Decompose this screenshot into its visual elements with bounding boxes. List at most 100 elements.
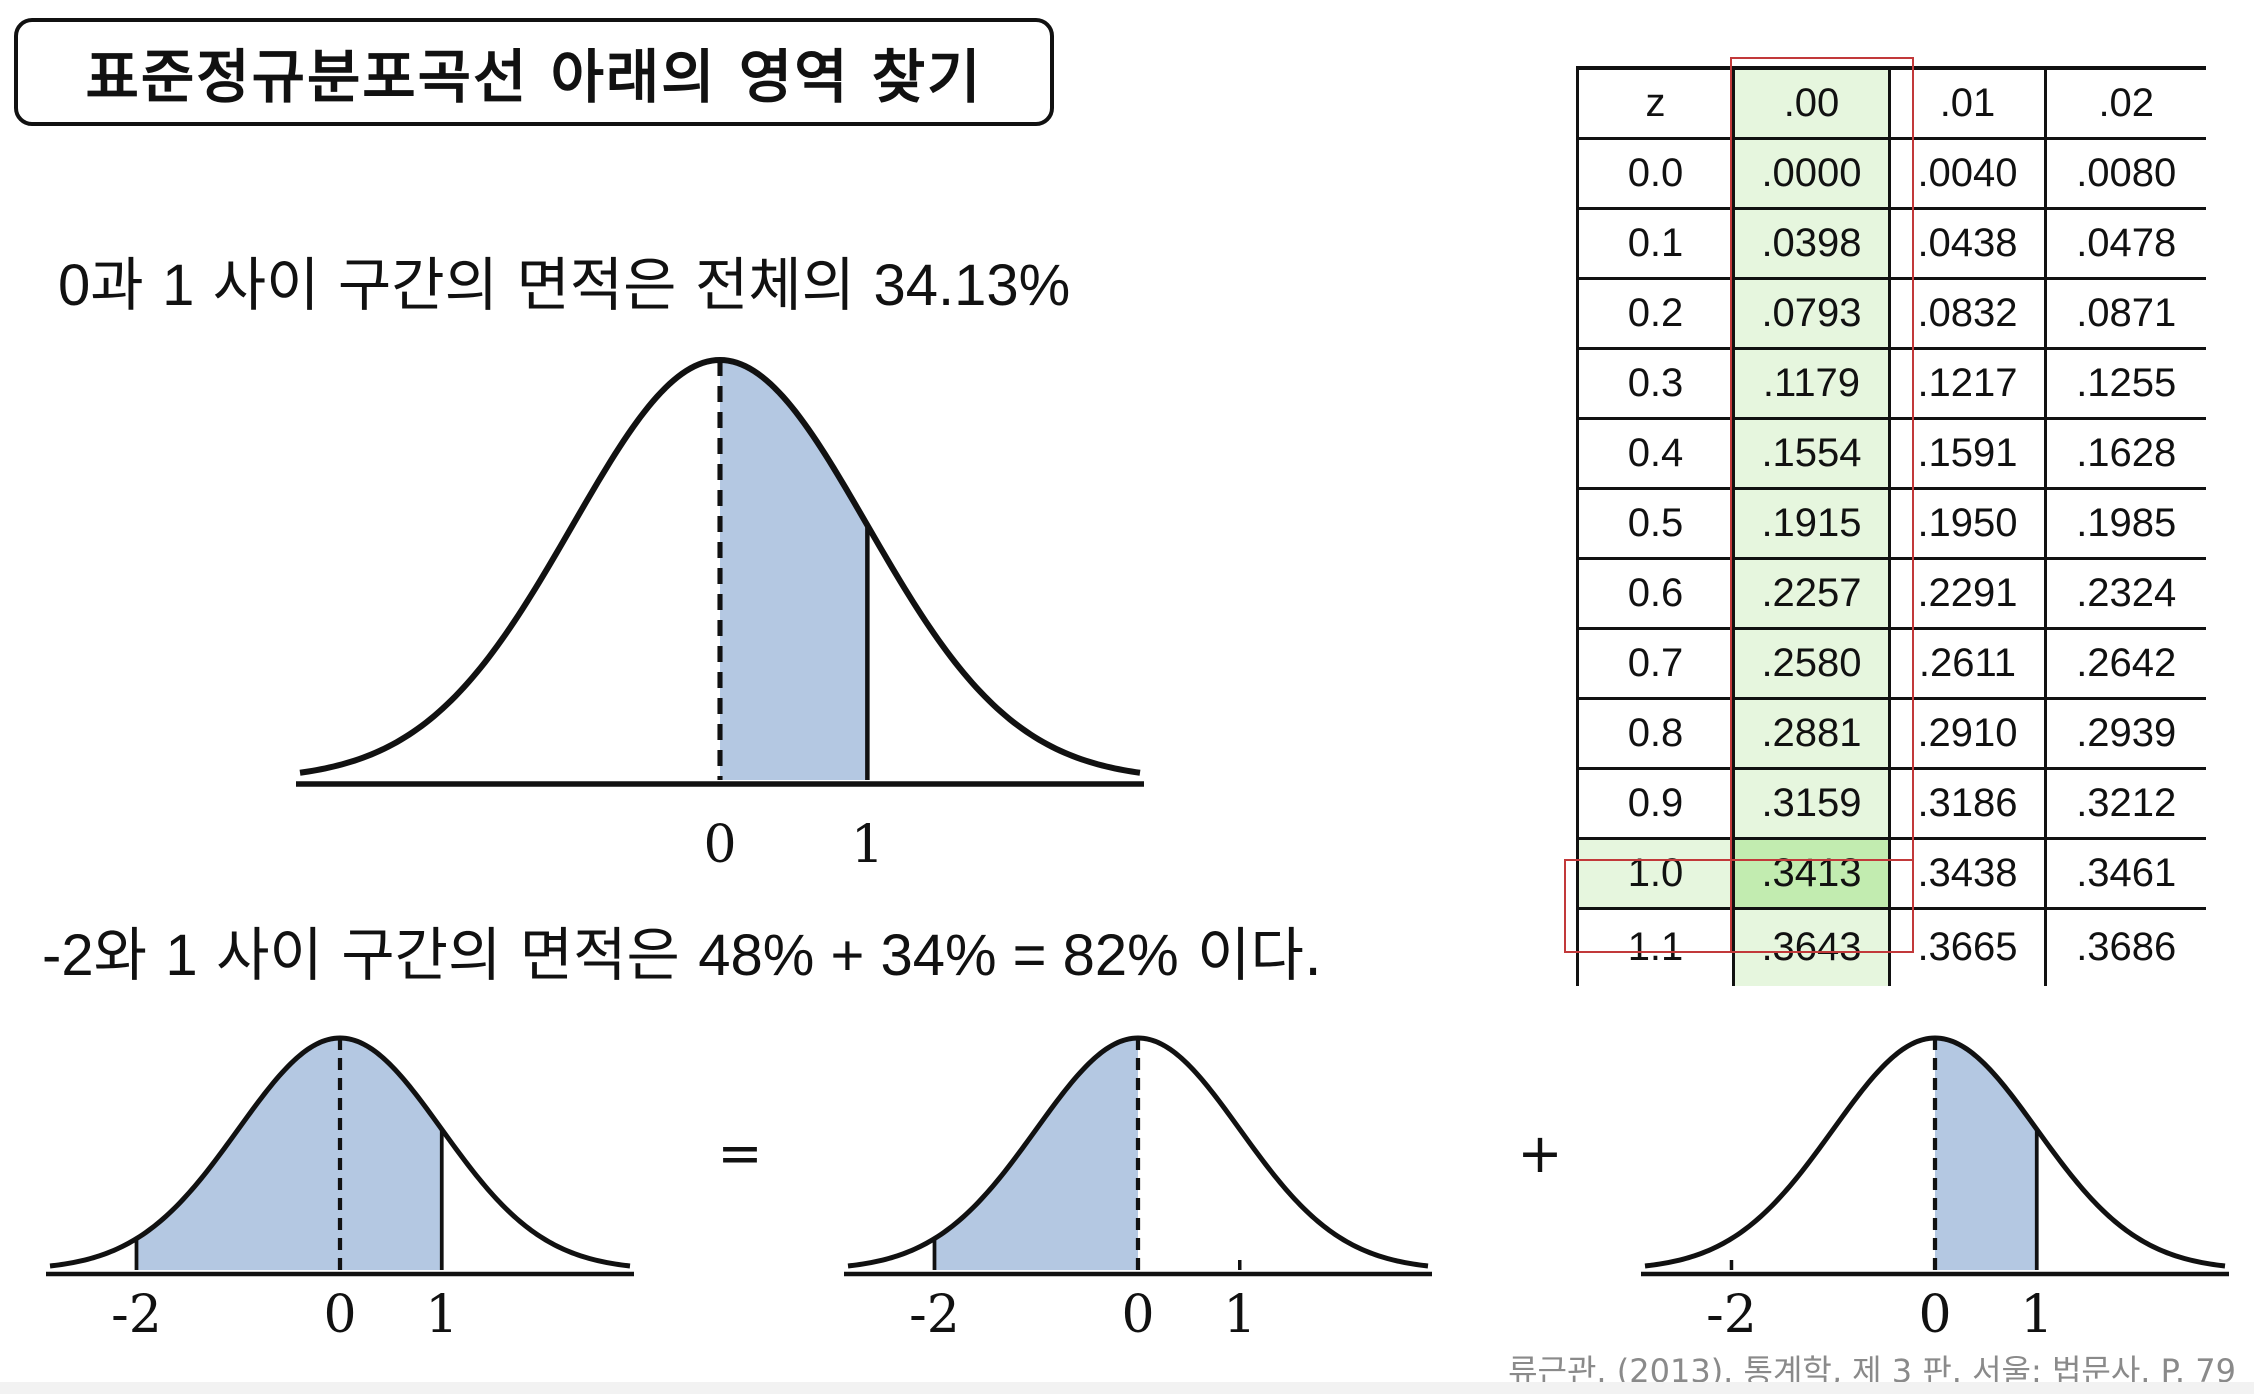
tick-label: 0 bbox=[1121, 1285, 1154, 1345]
tick-label: 0 bbox=[323, 1285, 356, 1345]
z-table-z-cell: 0.1 bbox=[1576, 206, 1735, 280]
statement2-num-c: 48% + 34% = 82% bbox=[698, 923, 1179, 988]
statement-area-0-to-1: 0과 1 사이 구간의 면적은 전체의 34.13% bbox=[58, 238, 1070, 322]
z-table-row: 1.0.3413.3438.3461 bbox=[1576, 836, 2206, 910]
tick-label: 1 bbox=[425, 1285, 458, 1345]
z-table-z-cell: 0.2 bbox=[1576, 276, 1735, 350]
z-table-row: 0.6.2257.2291.2324 bbox=[1576, 556, 2206, 630]
normal-curve-left: -2 0 1 bbox=[46, 1035, 634, 1345]
z-table-value-cell: .2939 bbox=[2044, 696, 2206, 770]
z-table-value-cell: .3461 bbox=[2044, 836, 2206, 910]
z-table-z-cell: 0.0 bbox=[1576, 136, 1735, 210]
z-table-z-cell: 0.3 bbox=[1576, 346, 1735, 420]
z-table-value-cell: .3438 bbox=[1888, 836, 2047, 910]
footer-strip bbox=[0, 1382, 2254, 1394]
z-table-value-cell: .3643 bbox=[1732, 906, 1891, 986]
z-table-z-cell: 0.4 bbox=[1576, 416, 1735, 490]
z-table-value-cell: .3686 bbox=[2044, 906, 2206, 986]
statement2-text-a: 와 bbox=[93, 921, 166, 989]
z-table-value-cell: .1628 bbox=[2044, 416, 2206, 490]
tick-label: -2 bbox=[111, 1285, 162, 1345]
z-table-value-cell: .2324 bbox=[2044, 556, 2206, 630]
tick-label: -2 bbox=[909, 1285, 960, 1345]
shaded-area bbox=[136, 1038, 442, 1270]
z-table-value-cell: .3413 bbox=[1732, 836, 1891, 910]
z-table-row: 0.2.0793.0832.0871 bbox=[1576, 276, 2206, 350]
z-table-row: 0.7.2580.2611.2642 bbox=[1576, 626, 2206, 700]
z-table-row: 0.5.1915.1950.1985 bbox=[1576, 486, 2206, 560]
z-table-value-cell: .3665 bbox=[1888, 906, 2047, 986]
plus-sign: + bbox=[1517, 1122, 1562, 1185]
z-table-value-cell: .2611 bbox=[1888, 626, 2047, 700]
z-table-value-cell: .2257 bbox=[1732, 556, 1891, 630]
z-table-header-cell: .02 bbox=[2044, 66, 2206, 140]
z-table-row: 1.1.3643.3665.3686 bbox=[1576, 906, 2206, 986]
z-table-value-cell: .2580 bbox=[1732, 626, 1891, 700]
z-table-header-row: z .00.01.02 bbox=[1576, 66, 2206, 140]
statement1-num-c: 34.13% bbox=[873, 253, 1071, 318]
shaded-area bbox=[1935, 1038, 2037, 1270]
z-table-value-cell: .0832 bbox=[1888, 276, 2047, 350]
z-table-header-cell: .00 bbox=[1732, 66, 1891, 140]
z-table-row: 0.4.1554.1591.1628 bbox=[1576, 416, 2206, 490]
statement2-text-b: 사이 구간의 면적은 bbox=[197, 921, 699, 989]
tick-label: 1 bbox=[851, 815, 884, 875]
z-table-value-cell: .2881 bbox=[1732, 696, 1891, 770]
normal-curve-middle: -2 0 1 bbox=[844, 1035, 1432, 1345]
z-table-value-cell: .3212 bbox=[2044, 766, 2206, 840]
plus-operator: + bbox=[1517, 1122, 1562, 1185]
z-table-value-cell: .0080 bbox=[2044, 136, 2206, 210]
statement-area-neg2-to-1: -2와 1 사이 구간의 면적은 48% + 34% = 82% 이다. bbox=[42, 908, 1322, 992]
z-table-z-cell: 1.1 bbox=[1576, 906, 1735, 986]
z-table-value-cell: .1179 bbox=[1732, 346, 1891, 420]
z-table-grid: z .00.01.02 0.0.0000.0040.0080 0.1.0398.043… bbox=[1576, 66, 2206, 986]
title-box: 표준정규분포곡선 아래의 영역 찾기 bbox=[14, 18, 1054, 126]
z-table-value-cell: .1915 bbox=[1732, 486, 1891, 560]
z-table-header-cell: z bbox=[1576, 66, 1735, 140]
z-table-z-cell: 1.0 bbox=[1576, 836, 1735, 910]
z-table-value-cell: .1985 bbox=[2044, 486, 2206, 560]
z-table-value-cell: .0000 bbox=[1732, 136, 1891, 210]
z-table-header-cell: .01 bbox=[1888, 66, 2047, 140]
equals-operator: = bbox=[717, 1122, 762, 1185]
z-table-value-cell: .3186 bbox=[1888, 766, 2047, 840]
z-table-value-cell: .0871 bbox=[2044, 276, 2206, 350]
z-table-row: 0.9.3159.3186.3212 bbox=[1576, 766, 2206, 840]
statement2-num-a: -2 bbox=[42, 923, 94, 988]
z-table-row: 0.0.0000.0040.0080 bbox=[1576, 136, 2206, 210]
tick-label: 0 bbox=[1918, 1285, 1951, 1345]
z-table-value-cell: .0793 bbox=[1732, 276, 1891, 350]
tick-label: 1 bbox=[1223, 1285, 1256, 1345]
equals-sign: = bbox=[717, 1122, 762, 1185]
z-table-value-cell: .0478 bbox=[2044, 206, 2206, 280]
z-table-value-cell: .0040 bbox=[1888, 136, 2047, 210]
z-table-z-cell: 0.8 bbox=[1576, 696, 1735, 770]
z-table-z-cell: 0.9 bbox=[1576, 766, 1735, 840]
z-table-value-cell: .2642 bbox=[2044, 626, 2206, 700]
z-table-value-cell: .3159 bbox=[1732, 766, 1891, 840]
z-table-value-cell: .1554 bbox=[1732, 416, 1891, 490]
z-table: z .00.01.02 0.0.0000.0040.0080 0.1.0398.043… bbox=[1576, 66, 2206, 986]
z-table-z-cell: 0.7 bbox=[1576, 626, 1735, 700]
z-table-value-cell: .1950 bbox=[1888, 486, 2047, 560]
z-table-value-cell: .0398 bbox=[1732, 206, 1891, 280]
z-table-value-cell: .0438 bbox=[1888, 206, 2047, 280]
z-table-z-cell: 0.6 bbox=[1576, 556, 1735, 630]
tick-label: -2 bbox=[1706, 1285, 1757, 1345]
z-table-row: 0.8.2881.2910.2939 bbox=[1576, 696, 2206, 770]
tick-label: 1 bbox=[2020, 1285, 2053, 1345]
statement1-text-a: 과 bbox=[90, 251, 163, 319]
z-table-row: 0.1.0398.0438.0478 bbox=[1576, 206, 2206, 280]
page-title: 표준정규분포곡선 아래의 영역 찾기 bbox=[85, 43, 983, 111]
statement2-text-c: 이다. bbox=[1178, 921, 1323, 989]
statement1-num-b: 1 bbox=[162, 253, 195, 318]
tick-label: 0 bbox=[703, 815, 736, 875]
statement1-text-b: 사이 구간의 면적은 전체의 bbox=[194, 251, 874, 319]
statement2-num-b: 1 bbox=[165, 923, 198, 988]
z-table-z-cell: 0.5 bbox=[1576, 486, 1735, 560]
z-table-value-cell: .1255 bbox=[2044, 346, 2206, 420]
z-table-value-cell: .1591 bbox=[1888, 416, 2047, 490]
shaded-area bbox=[720, 360, 868, 780]
shaded-area bbox=[934, 1038, 1138, 1270]
